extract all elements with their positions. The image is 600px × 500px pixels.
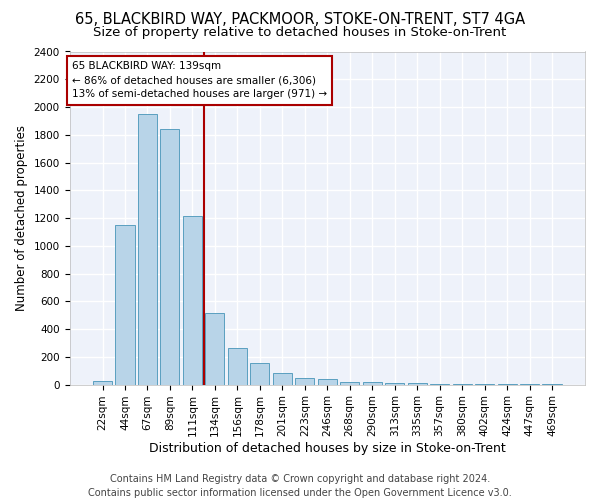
Bar — [160, 129, 179, 384]
Bar — [340, 382, 359, 384]
Text: 65, BLACKBIRD WAY, PACKMOOR, STOKE-ON-TRENT, ST7 4GA: 65, BLACKBIRD WAY, PACKMOOR, STOKE-ON-TR… — [75, 12, 525, 28]
Bar — [407, 383, 427, 384]
Bar — [318, 379, 337, 384]
Bar — [295, 378, 314, 384]
Bar — [250, 363, 269, 384]
Text: Contains HM Land Registry data © Crown copyright and database right 2024.
Contai: Contains HM Land Registry data © Crown c… — [88, 474, 512, 498]
Y-axis label: Number of detached properties: Number of detached properties — [15, 125, 28, 311]
Bar — [362, 382, 382, 384]
X-axis label: Distribution of detached houses by size in Stoke-on-Trent: Distribution of detached houses by size … — [149, 442, 506, 455]
Bar — [385, 383, 404, 384]
Bar — [228, 348, 247, 385]
Bar — [273, 374, 292, 384]
Text: 65 BLACKBIRD WAY: 139sqm
← 86% of detached houses are smaller (6,306)
13% of sem: 65 BLACKBIRD WAY: 139sqm ← 86% of detach… — [72, 62, 327, 100]
Bar — [115, 225, 134, 384]
Bar — [205, 313, 224, 384]
Bar — [93, 380, 112, 384]
Bar — [138, 114, 157, 384]
Bar — [183, 216, 202, 384]
Text: Size of property relative to detached houses in Stoke-on-Trent: Size of property relative to detached ho… — [94, 26, 506, 39]
